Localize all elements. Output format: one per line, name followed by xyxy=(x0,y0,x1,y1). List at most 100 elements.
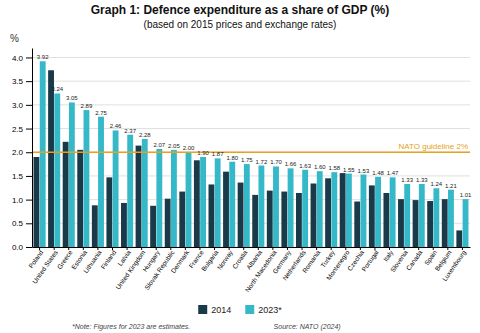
data-label: 3.92 xyxy=(37,54,49,60)
footnote: *Note: Figures for 2023 are estimates. xyxy=(72,323,190,331)
bar xyxy=(223,172,229,247)
bar xyxy=(136,146,142,247)
data-label: 1.55 xyxy=(343,167,355,173)
annotations: NATO guideline 2% xyxy=(398,142,468,151)
tick: Finland xyxy=(99,247,117,270)
tick: 2.0 xyxy=(12,148,32,157)
data-label: 1.75 xyxy=(241,157,253,163)
tick: 0.5 xyxy=(12,219,32,228)
data-label: 2.00 xyxy=(183,145,195,151)
bar xyxy=(398,199,404,247)
grid-line xyxy=(32,128,470,129)
tick: 2.5 xyxy=(12,125,32,134)
data-label: 2.46 xyxy=(110,123,122,129)
bar xyxy=(346,174,352,247)
bar xyxy=(354,202,360,247)
bar xyxy=(200,157,206,247)
tick-label: Luxembourg xyxy=(441,248,468,283)
bar xyxy=(463,199,469,247)
bar xyxy=(375,177,381,247)
data-label: 1.87 xyxy=(212,151,224,157)
tick-mark xyxy=(26,129,32,130)
tick-label: 1.0 xyxy=(12,196,24,205)
bar xyxy=(106,177,112,247)
axis-title: % xyxy=(10,33,19,44)
marks xyxy=(32,61,470,247)
tick-label: Denmark xyxy=(169,248,190,274)
bar xyxy=(281,192,287,247)
bar xyxy=(63,142,69,247)
legend-label: 2023* xyxy=(258,305,282,315)
bar xyxy=(244,164,250,247)
tick-label: Canada xyxy=(405,248,424,271)
data-label: 1.24 xyxy=(431,181,443,187)
bar xyxy=(361,175,367,247)
data-label: 2.75 xyxy=(95,110,107,116)
tick-mark xyxy=(26,57,32,58)
tick-mark xyxy=(26,105,32,106)
bar xyxy=(456,230,462,247)
plot-area: NATO guideline 2% 3.92 3.243.052.892.75 2.4… xyxy=(12,49,472,294)
data-label: 1.01 xyxy=(460,192,472,198)
data-label: 1.90 xyxy=(197,150,209,156)
data-label: 2.37 xyxy=(124,128,136,134)
tick-label: 4.0 xyxy=(12,54,24,63)
bar xyxy=(229,162,235,247)
subtitle: (based on 2015 prices and exchange rates… xyxy=(144,19,337,30)
bar xyxy=(34,157,40,247)
bar xyxy=(113,130,119,247)
title: Graph 1: Defence expenditure as a share … xyxy=(91,3,390,17)
data-label: 2.05 xyxy=(168,143,180,149)
tick: 3.5 xyxy=(12,77,32,86)
bar xyxy=(165,199,171,247)
bar xyxy=(142,139,148,247)
legend-label: 2014 xyxy=(211,305,231,315)
bar xyxy=(84,110,90,247)
tick: Italy xyxy=(382,247,396,263)
data-label: 2.89 xyxy=(81,103,93,109)
tick-mark xyxy=(26,176,32,177)
data-label: 2.28 xyxy=(139,132,151,138)
tick-mark xyxy=(26,152,32,153)
reference-label: NATO guideline 2% xyxy=(398,142,468,151)
bar xyxy=(179,192,185,247)
bar xyxy=(267,191,273,247)
tick-label: Romania xyxy=(301,248,322,274)
data-label: 1.72 xyxy=(256,159,268,165)
bar xyxy=(273,166,279,247)
tick-mark xyxy=(26,223,32,224)
grid-line xyxy=(32,152,470,153)
data-label: 1.80 xyxy=(226,155,238,161)
tick-label: 3.0 xyxy=(12,101,24,110)
data-label: 3.05 xyxy=(66,95,78,101)
grid-line xyxy=(32,57,470,58)
bar xyxy=(433,188,439,247)
tick-label: 0.5 xyxy=(12,219,24,228)
grid-line xyxy=(32,104,470,105)
bar xyxy=(296,193,302,247)
tick: 4.0 xyxy=(12,54,32,63)
tick-label: 0.0 xyxy=(12,243,24,252)
data-label: 3.24 xyxy=(51,86,63,92)
grid xyxy=(32,57,470,247)
legend-swatch xyxy=(245,305,254,314)
bar xyxy=(186,152,192,247)
tick-label: 3.5 xyxy=(12,77,24,86)
tick: 3.0 xyxy=(12,101,32,110)
bar xyxy=(331,172,337,247)
data-label: 1.70 xyxy=(270,159,282,165)
data-label: 1.33 xyxy=(401,177,413,183)
tick-label: 2.5 xyxy=(12,125,24,134)
tick: Netherlands xyxy=(281,247,307,282)
tick: Portugal xyxy=(360,247,381,273)
bar xyxy=(92,205,98,247)
data-labels: 3.923.243.052.892.752.462.372.282.072.05… xyxy=(37,54,472,198)
data-label: 1.60 xyxy=(314,164,326,170)
footnote: Source: NATO (2024) xyxy=(274,323,341,331)
data-label: 1.66 xyxy=(285,161,297,167)
data-label: 1.47 xyxy=(387,170,399,176)
bar xyxy=(317,171,323,247)
bar xyxy=(383,193,389,247)
legend-swatch xyxy=(198,305,207,314)
bar xyxy=(325,178,331,247)
